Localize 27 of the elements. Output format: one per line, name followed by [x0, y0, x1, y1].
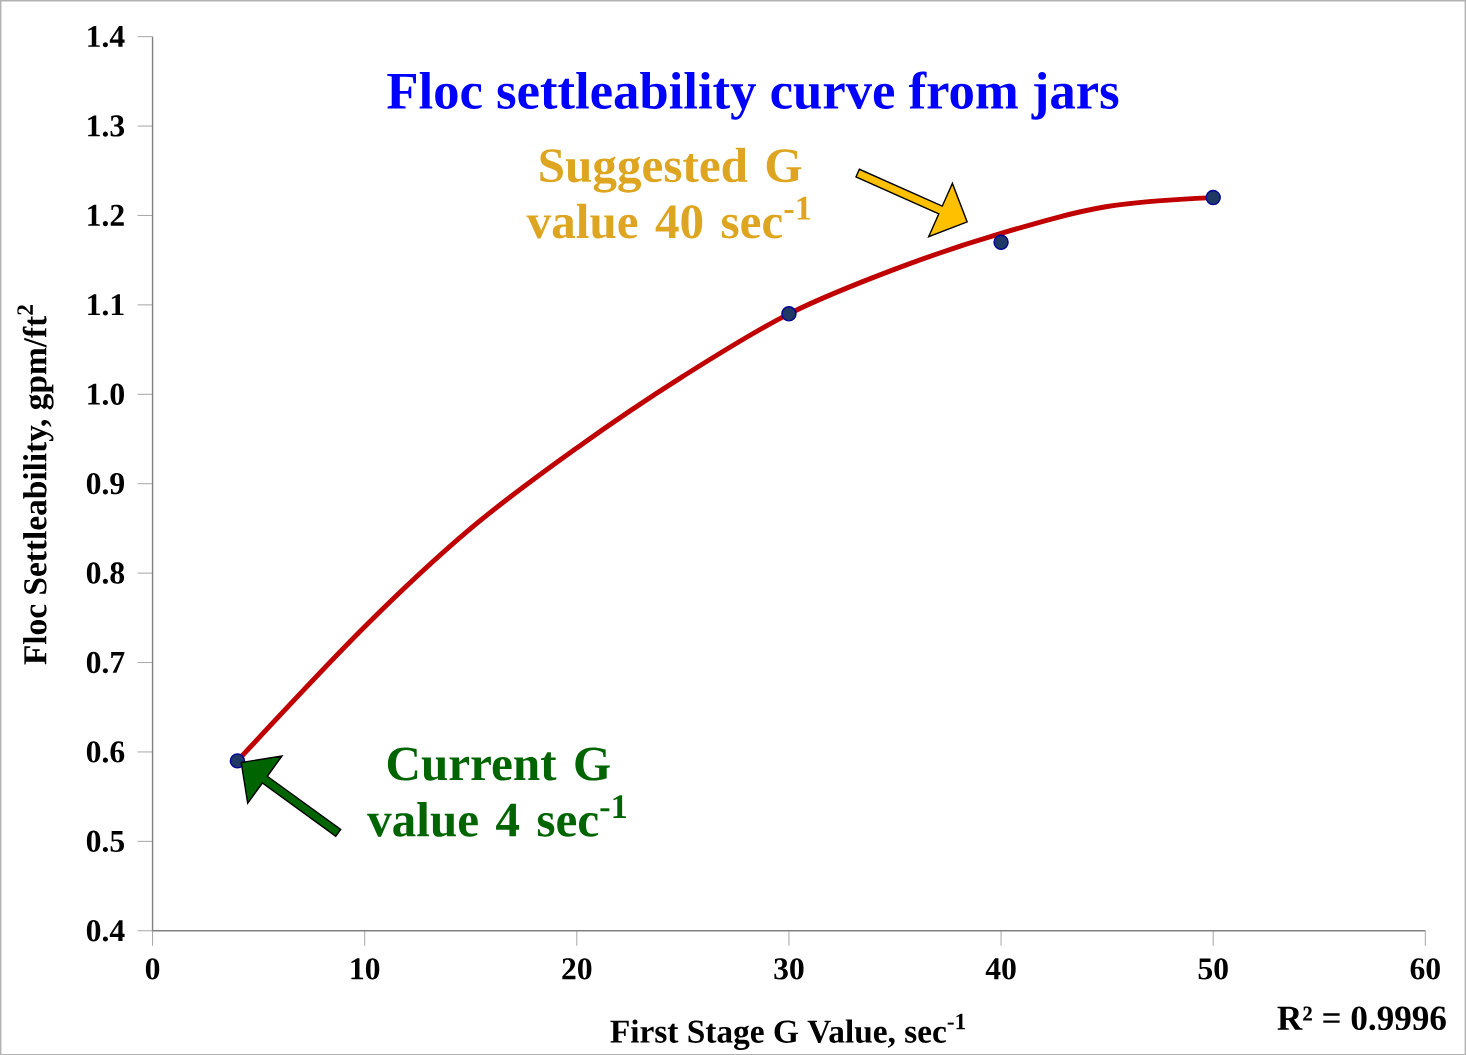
x-tick-label: 10: [351, 957, 380, 980]
y-tick-label: 1.1: [88, 294, 124, 316]
x-tick-label: 40: [985, 957, 1016, 980]
text: Floc settleability curve from jars: [387, 71, 1119, 120]
x-tick-label: 0: [145, 957, 160, 980]
y-tick-label: 0.8: [86, 562, 125, 584]
text: R² = 0.9996: [1277, 1006, 1446, 1031]
x-tick-label: 60: [1410, 957, 1440, 980]
annotation: Current G value 4 sec$^{-1}$: [367, 747, 627, 837]
y-tick-label: 1.4: [88, 25, 125, 48]
y-tick-label: 0.6: [86, 741, 125, 763]
annotation: Suggested G value 40 sec$^{-1}$: [526, 147, 811, 239]
point: [781, 305, 797, 322]
x-axis-title: First Stage G Value, sec$^{-1}$: [610, 1013, 966, 1050]
y-tick-label: 1.2: [88, 204, 124, 226]
y-tick-label: 0.9: [86, 472, 125, 495]
x-tick-label: 50: [1198, 957, 1228, 980]
y-tick-label: 1.0: [88, 383, 124, 405]
point: [1205, 189, 1221, 206]
y-axis-title: Floc Settleability, gpm/ft$^{2}$: [17, 304, 54, 665]
x-tick-label: 20: [562, 957, 592, 980]
y-tick-label: 0.5: [86, 830, 125, 852]
point: [993, 234, 1009, 250]
y-tick-label: 1.3: [88, 115, 125, 137]
y-tick-label: 0.4: [86, 919, 125, 942]
x-tick-label: 30: [774, 957, 804, 980]
y-tick-label: 0.7: [86, 651, 125, 674]
